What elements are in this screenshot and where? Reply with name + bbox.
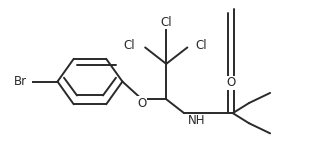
Text: Cl: Cl bbox=[160, 16, 172, 29]
Text: O: O bbox=[137, 97, 146, 110]
Text: NH: NH bbox=[188, 114, 206, 127]
Text: O: O bbox=[226, 76, 235, 89]
Text: Cl: Cl bbox=[124, 39, 135, 52]
Text: Br: Br bbox=[14, 75, 27, 88]
Text: Cl: Cl bbox=[196, 39, 207, 52]
